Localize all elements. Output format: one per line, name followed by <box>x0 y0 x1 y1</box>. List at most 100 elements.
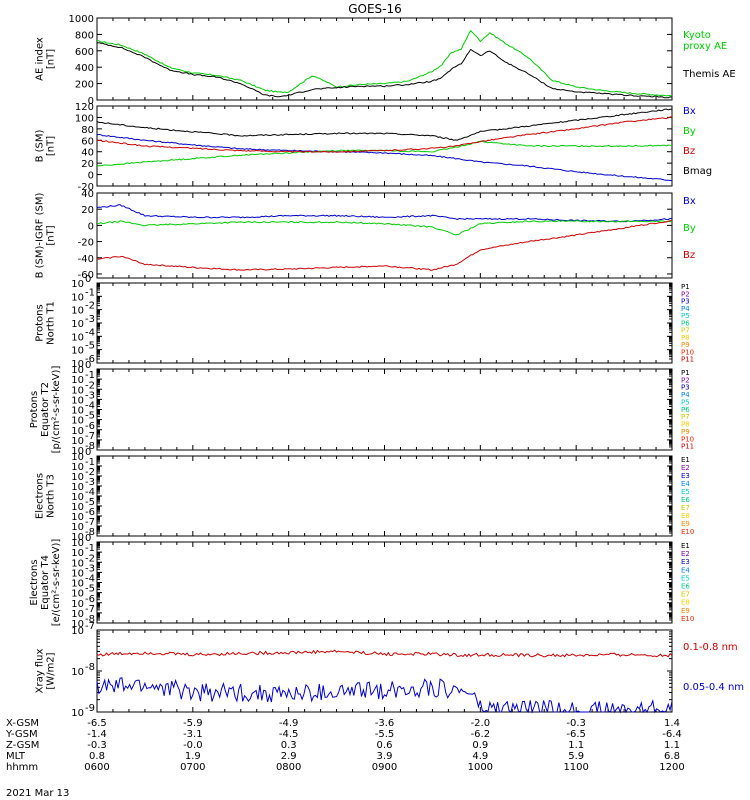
legend-label: proxy AE <box>683 41 727 52</box>
footer-value: -5.5 <box>375 729 395 740</box>
panel-1: 0 200 400 600 800 1000 AE index [nT] Kyotoproxy … <box>35 14 736 107</box>
channel-label: E3 <box>681 472 690 480</box>
channel-label: P6 <box>681 406 690 414</box>
y-tick-label: 10 <box>71 579 84 590</box>
y-tick-label: 10 <box>71 558 84 569</box>
footer-value: 0700 <box>180 762 205 773</box>
y-tick-label: 10 <box>71 589 84 600</box>
panel-frame <box>96 368 673 451</box>
y-tick-label: 10 <box>71 492 84 503</box>
y-tick-label: 10 <box>71 532 84 543</box>
y-tick-exponent: -7 <box>85 621 95 632</box>
y-tick-exponent: -4 <box>85 401 95 412</box>
y-tick-label: 1000 <box>69 14 94 25</box>
y-tick-label: 0 <box>88 221 94 232</box>
legend-label: Bx <box>683 106 696 117</box>
y-tick-exponent: 0 <box>85 533 91 544</box>
channel-label: E7 <box>681 591 690 599</box>
y-tick-exponent: -2 <box>85 380 95 391</box>
y-tick-exponent: -5 <box>85 497 95 508</box>
channel-label: E5 <box>681 488 690 496</box>
footer-value: 6.8 <box>664 751 680 762</box>
y-tick-label: 80 <box>81 125 94 136</box>
y-tick-label: 10 <box>71 385 84 396</box>
channel-label: E4 <box>681 566 690 574</box>
y-tick-exponent: -1 <box>85 287 95 298</box>
footer-row-label: MLT <box>6 751 26 762</box>
y-tick-exponent: 0 <box>85 360 91 371</box>
y-axis-label: Equator T4 <box>40 555 51 610</box>
y-tick-label: 10 <box>71 609 84 620</box>
y-axis-label: B (SM)-IGRF (SM) <box>35 193 46 279</box>
footer-value: 4.9 <box>472 751 488 762</box>
y-tick-label: 10 <box>71 426 84 437</box>
footer-value: 0.8 <box>89 751 105 762</box>
figure-title: GOES-16 <box>348 2 402 16</box>
channel-label: P7 <box>681 413 690 421</box>
y-tick-label: 10 <box>71 306 84 317</box>
channel-label: P6 <box>681 319 690 327</box>
y-axis-label: North T3 <box>46 474 57 518</box>
y-tick-label: 800 <box>75 30 94 41</box>
channel-label: P3 <box>681 298 690 306</box>
y-tick-label: 10 <box>71 416 84 427</box>
y-axis-label: Protons <box>35 304 46 341</box>
y-tick-exponent: -4 <box>85 574 95 585</box>
y-tick-label: 10 <box>71 667 84 678</box>
channel-label: P11 <box>681 356 694 364</box>
channel-label: P5 <box>681 312 690 320</box>
footer-value: 0.6 <box>377 740 393 751</box>
y-tick-label: 10 <box>71 538 84 549</box>
legend-label: Bx <box>683 196 696 207</box>
channel-label: P2 <box>681 376 690 384</box>
y-tick-label: 10 <box>71 619 84 630</box>
y-tick-exponent: -6 <box>85 507 95 518</box>
channel-label: P1 <box>681 283 690 291</box>
y-axis-label: Xray flux <box>35 649 46 694</box>
y-tick-exponent: -4 <box>85 487 95 498</box>
series-line <box>96 133 673 182</box>
footer-value: -6.5 <box>566 729 586 740</box>
y-tick-label: -60 <box>78 270 94 281</box>
channel-label: E1 <box>681 542 690 550</box>
footer-value: 2.9 <box>281 751 297 762</box>
y-tick-exponent: -8 <box>85 614 95 625</box>
footer-row-label: Z-GSM <box>6 740 39 751</box>
channel-label: E2 <box>681 550 690 558</box>
y-tick-exponent: -3 <box>85 563 95 574</box>
y-tick-label: 10 <box>71 332 84 343</box>
legend-label: Kyoto <box>683 30 711 41</box>
channel-label: E8 <box>681 599 690 607</box>
footer-value: 1200 <box>659 762 684 773</box>
footer-value: 5.9 <box>568 751 584 762</box>
legend-label: 0.05-0.4 nm <box>683 682 744 693</box>
y-tick-label: -20 <box>78 182 94 193</box>
y-tick-label: 10 <box>71 359 84 370</box>
y-tick-label: 10 <box>71 446 84 457</box>
footer-value: -3.6 <box>375 718 395 729</box>
footer-value: -0.0 <box>183 740 203 751</box>
panel-frame <box>96 541 673 624</box>
panel-6: 10-810-710-610-510-410-310-210-110 0Elect… <box>35 447 695 543</box>
y-tick-exponent: -8 <box>85 441 95 452</box>
channel-label: P10 <box>681 435 694 443</box>
channel-label: P5 <box>681 398 690 406</box>
footer-value: -6.2 <box>471 729 491 740</box>
y-tick-label: 60 <box>81 136 94 147</box>
y-tick-exponent: -6 <box>85 354 95 365</box>
panel-frame <box>96 282 673 364</box>
footer-value: -4.5 <box>279 729 299 740</box>
footer-value: -0.3 <box>87 740 107 751</box>
footer-value: 1.1 <box>664 740 680 751</box>
y-tick-exponent: -3 <box>85 390 95 401</box>
panel-5: 10-810-710-610-510-410-310-210-110 0Proto… <box>29 360 694 457</box>
y-axis-label: North T1 <box>46 301 57 345</box>
y-tick-label: 600 <box>75 47 94 58</box>
channel-label: E4 <box>681 480 690 488</box>
footer-value: 1000 <box>468 762 493 773</box>
panel-7: 10-810-710-610-510-410-310-210-110 0Elect… <box>29 533 694 630</box>
